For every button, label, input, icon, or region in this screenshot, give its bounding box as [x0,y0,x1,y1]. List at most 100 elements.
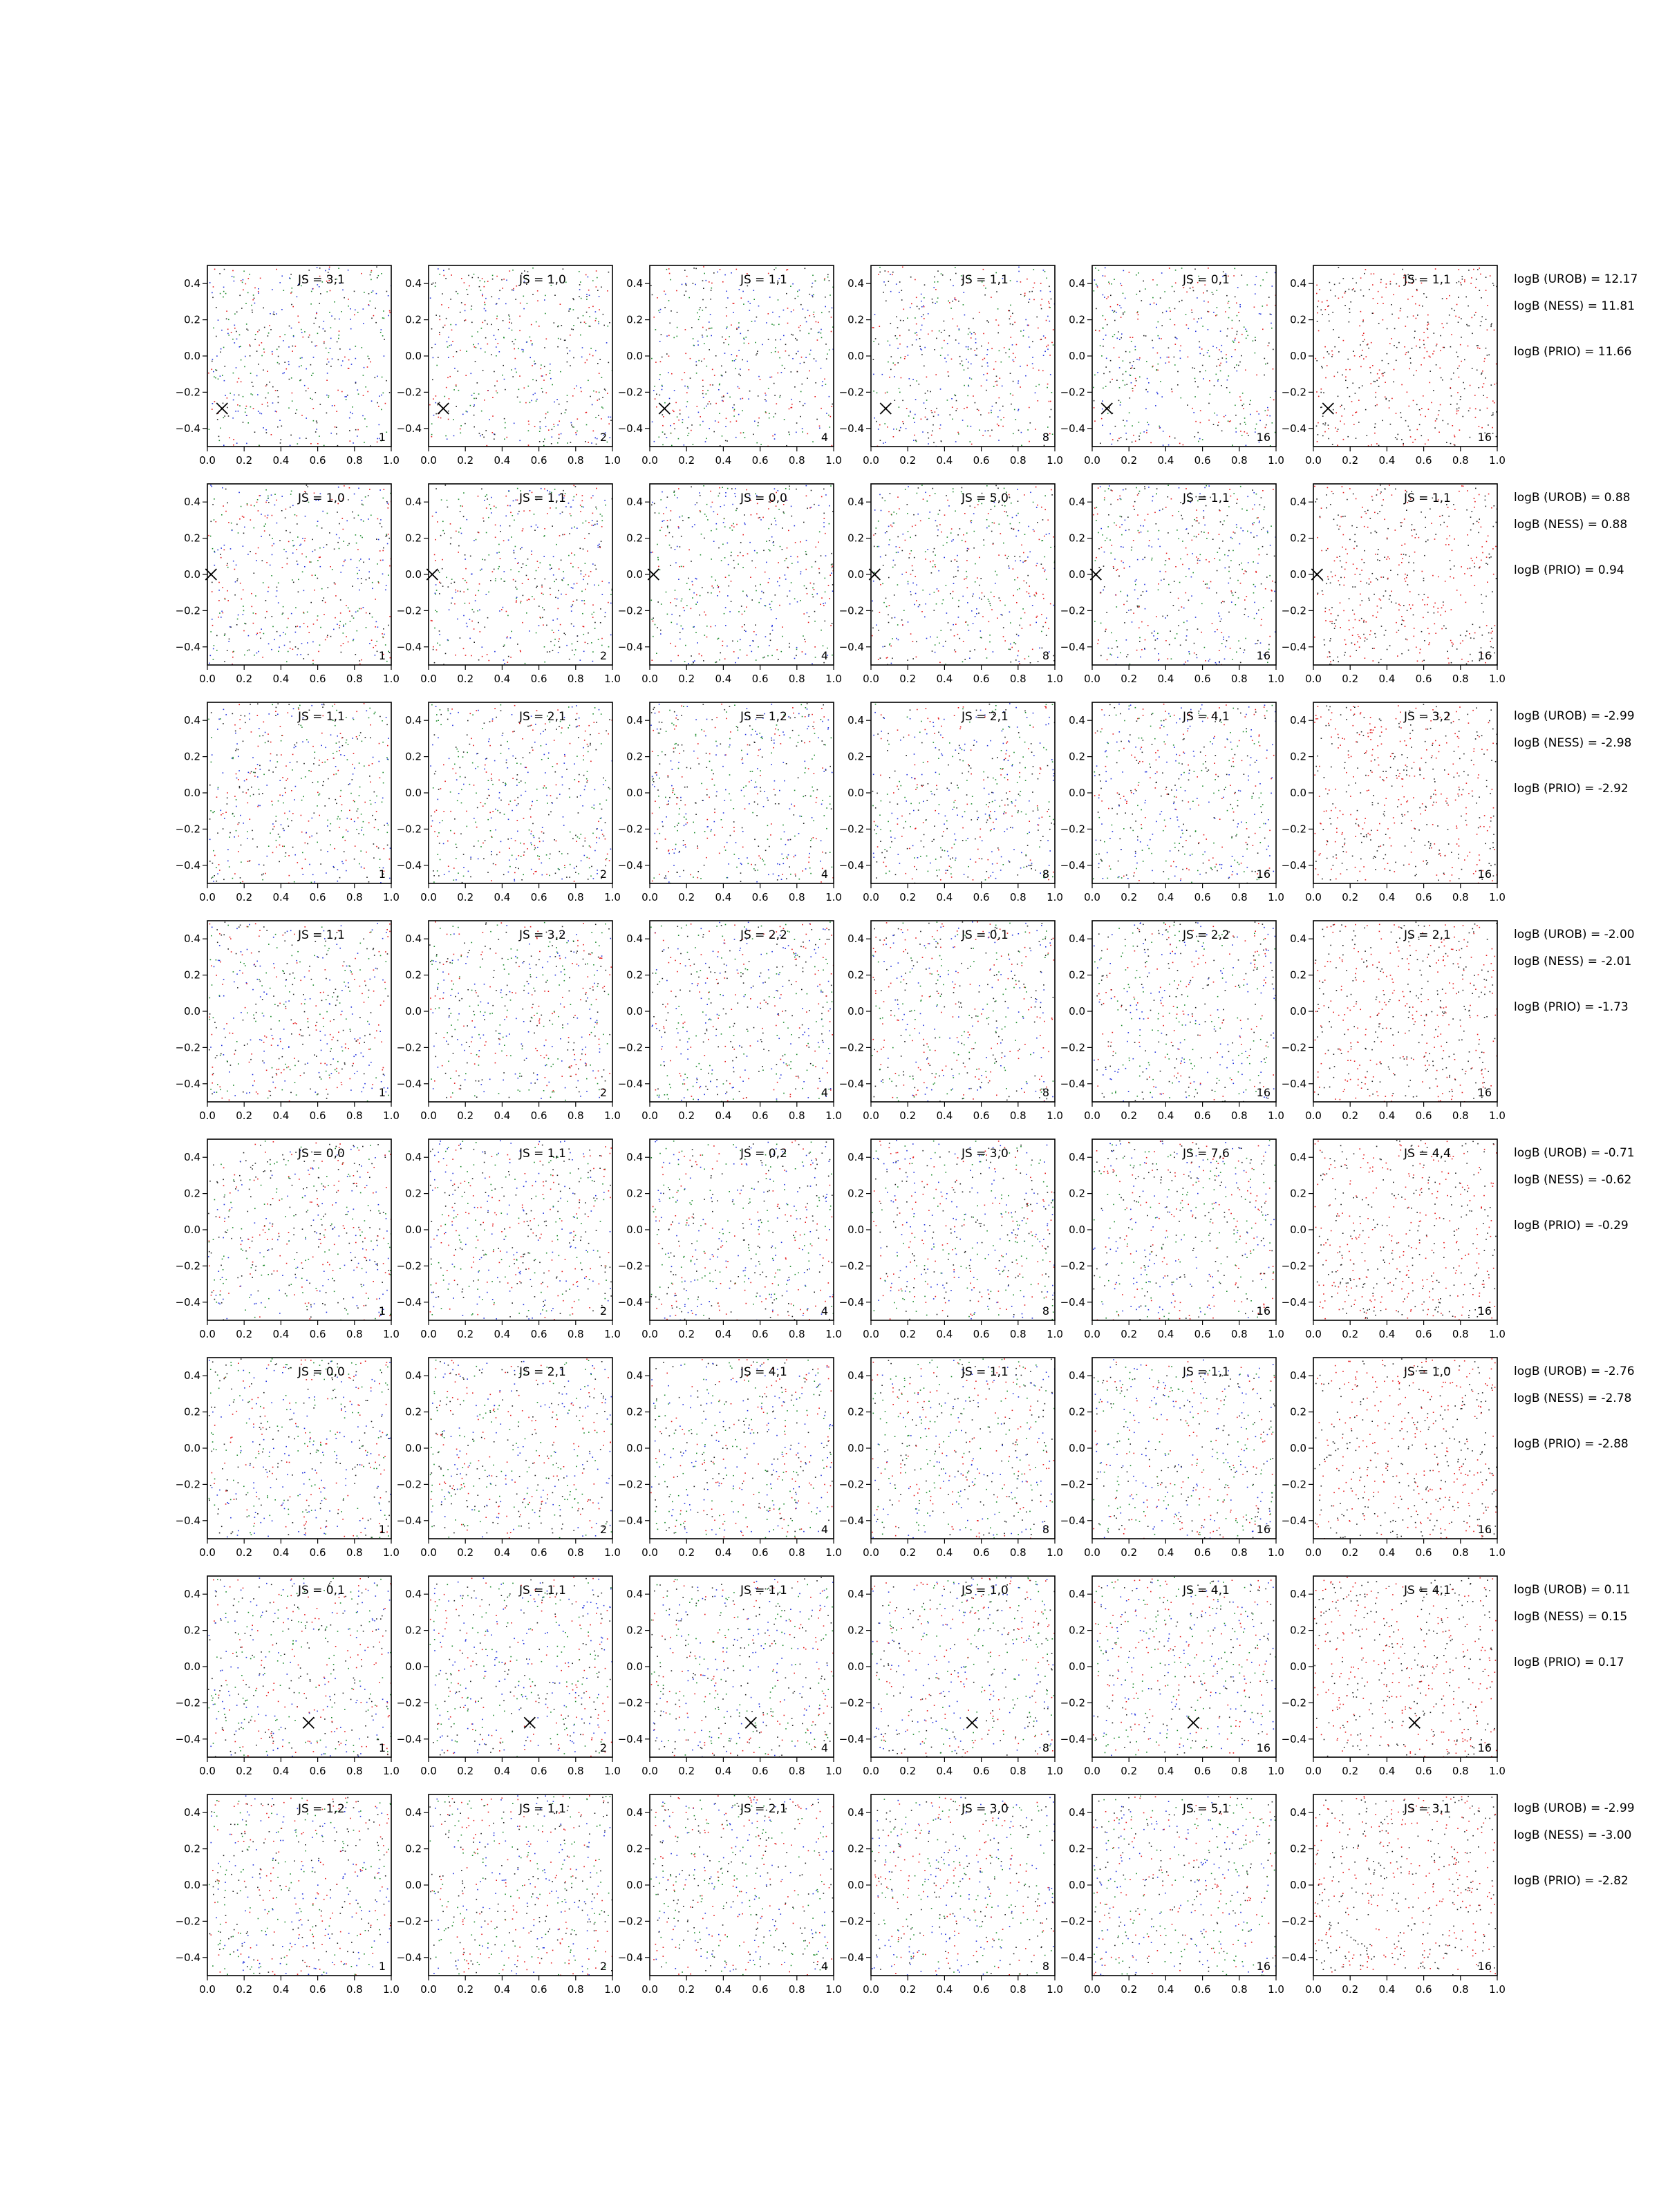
scatter-point [315,420,317,422]
scatter-point [602,397,603,398]
scatter-point [1094,374,1096,376]
scatter-point [253,527,255,529]
scatter-point [443,274,445,276]
scatter-point [1409,429,1411,431]
scatter-point [216,369,218,371]
scatter-point [1024,560,1026,561]
scatter-point [776,649,778,650]
scatter-point [1009,523,1011,525]
scatter-point [753,299,755,300]
scatter-point [960,491,962,493]
scatter-point [1245,444,1247,447]
scatter-point [265,617,266,619]
scatter-point [996,574,997,576]
scatter-point [821,597,823,599]
scatter-point [1049,306,1050,308]
scatter-point [544,488,545,490]
x-tick-label: 0.2 [1121,454,1137,467]
scatter-point [236,442,238,444]
scatter-point [289,641,291,643]
scatter-point [1466,324,1468,326]
scatter-point [557,424,559,426]
scatter-point [1009,318,1011,320]
scatter-point [939,388,941,390]
scatter-point [536,379,537,382]
scatter-point [936,525,938,527]
scatter-point [507,505,509,507]
scatter-point [791,563,793,564]
scatter-point [1002,636,1004,637]
scatter-point [306,556,307,558]
scatter-point [222,487,223,489]
scatter-point [1107,413,1109,414]
scatter-point [678,488,679,489]
scatter-point [439,644,441,646]
scatter-point [810,507,812,508]
scatter-point [1171,388,1172,390]
scatter-point [1157,335,1159,337]
scatter-point [997,332,999,334]
scatter-point [261,560,263,561]
scatter-point [954,649,955,651]
x-tick-label: 0.8 [789,673,805,685]
scatter-point [758,517,760,519]
scatter-point [1477,269,1479,270]
scatter-point [778,278,780,279]
scatter-point [1107,296,1109,298]
scatter-point [1123,420,1124,421]
scatter-point [725,492,727,494]
scatter-point [666,353,668,355]
scatter-point [1239,396,1241,397]
scatter-point [692,584,693,585]
scatter-point [559,624,561,626]
scatter-point [1468,325,1470,327]
x-tick-label: 0.4 [272,673,289,685]
scatter-point [252,299,254,301]
scatter-point [916,600,917,601]
scatter-point [767,388,769,389]
scatter-point [884,270,886,272]
scatter-point [479,631,481,632]
scatter-point [534,578,536,579]
scatter-point [693,268,695,269]
scatter-point [270,494,272,496]
scatter-point [279,646,280,648]
scatter-point [326,379,328,381]
scatter-point [1026,591,1028,592]
scatter-point [1049,533,1050,534]
scatter-point [516,396,518,398]
scatter-point [242,545,244,547]
scatter-point [877,545,878,547]
scatter-point [692,444,694,445]
scatter-point [661,527,663,528]
scatter-point [1020,431,1022,433]
scatter-point [760,598,762,599]
scatter-point [582,315,584,317]
scatter-point [828,349,830,350]
scatter-point [484,400,485,401]
x-tick-label: 0.0 [641,673,658,685]
scatter-point [779,357,780,359]
scatter-point [968,362,969,363]
scatter-point [713,587,714,589]
scatter-point [684,329,686,330]
scatter-point [686,401,688,402]
scatter-point [1174,344,1177,345]
scatter-point [1415,317,1417,319]
scatter-point [585,274,587,276]
scatter-point [883,292,884,293]
scatter-point [1474,416,1477,418]
scatter-point [679,566,680,568]
scatter-point [369,274,371,276]
scatter-point [386,501,388,503]
scatter-point [1040,339,1042,340]
scatter-point [1226,361,1228,363]
scatter-point [1099,345,1101,346]
scatter-point [1152,365,1154,367]
scatter-point [1421,364,1422,366]
scatter-point [1046,617,1047,619]
scatter-point [1157,363,1159,365]
scatter-point [955,299,957,301]
scatter-point [873,534,874,536]
scatter-point [441,304,442,306]
